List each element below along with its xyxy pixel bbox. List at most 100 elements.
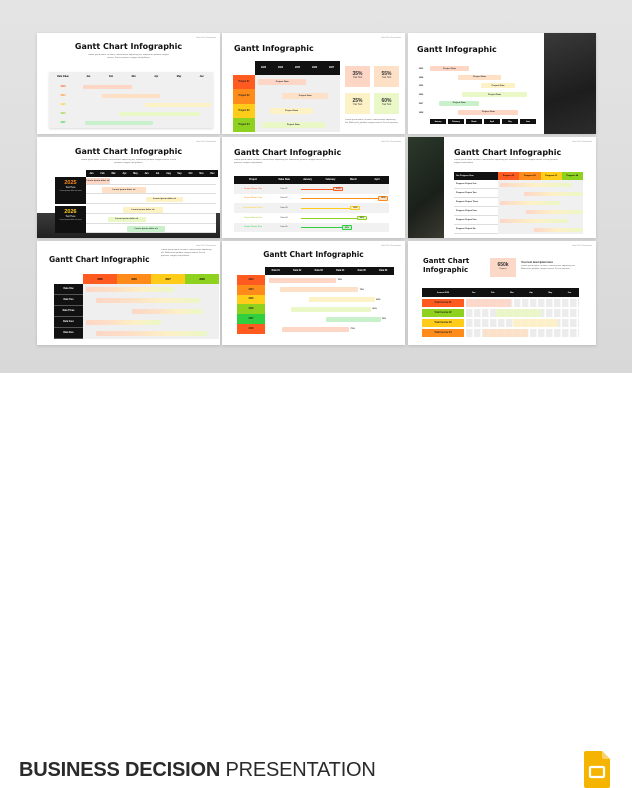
stat-card: 25% Your Text [345, 93, 370, 114]
row-label: Project 02 [233, 89, 255, 104]
gantt-track: Project Data [255, 121, 340, 128]
table-header: Jan Feb Mar Apr May Jun Jul Aug Sep Oct Nov Dec [86, 170, 218, 177]
percent-label: 70% [381, 318, 386, 321]
gantt-bar [131, 309, 204, 314]
column-header: Mar [131, 75, 136, 78]
column-header: Feb [490, 291, 495, 294]
progress-track: 30% [301, 223, 387, 233]
row-label: 2023 [418, 68, 424, 70]
slide-header-label: Gantt Chart Presentation [381, 37, 401, 39]
google-slides-icon [584, 751, 610, 788]
percent-label: 60% [376, 298, 381, 301]
gantt-track [83, 84, 211, 89]
slide-1[interactable]: Gantt Chart Presentation Gantt Chart Info… [37, 33, 220, 134]
row-label: 2028 [237, 324, 265, 334]
gantt-track [83, 287, 213, 292]
month-button[interactable]: February [448, 119, 464, 124]
gantt-bar [500, 182, 573, 187]
slide-title: Gantt Chart Infographic [423, 257, 470, 274]
body-text: Lorem ipsum dolor sit amet, consectetuer… [88, 54, 169, 59]
project-name: Project Name Four [243, 216, 263, 219]
year-label: 2025 [64, 180, 77, 186]
stat-label: Your Text [381, 77, 392, 79]
slide-2[interactable]: Gantt Chart Presentation Gantt Infographi… [222, 33, 405, 134]
month-button[interactable]: April [484, 119, 500, 124]
slide-title: Gantt Chart Infographic [263, 250, 364, 259]
column-header: Mar [510, 291, 514, 294]
stat-label: Projects [499, 268, 507, 270]
column-header: April [374, 179, 380, 181]
gantt-bar [86, 287, 174, 292]
row-label: Project 03 [233, 103, 255, 118]
column-header: Data 05 [357, 270, 366, 272]
row-label: 2027 [237, 314, 265, 324]
slide-title: Gantt Chart Infographic [234, 148, 342, 157]
row-label: Progress Project Two [456, 192, 477, 194]
percent-label: 60% [372, 308, 377, 311]
month-button[interactable]: June [520, 119, 536, 124]
gantt-bar [102, 93, 160, 98]
month-button[interactable]: March [466, 119, 482, 124]
slide-header-label: Gantt Chart Presentation [196, 37, 216, 39]
row-label: Data One [54, 284, 83, 295]
body-text: Lorem ipsum dolor sit amet, consectetuer… [345, 119, 399, 124]
body-text: Lorem ipsum dolor sit amet, consectetuer… [80, 159, 177, 164]
gantt-bar: Project Data [458, 109, 519, 115]
gantt-track: Project Data [255, 93, 340, 100]
slide-title: Gantt Chart Infographic [74, 147, 183, 156]
photo [544, 33, 596, 134]
gantt-bar: Project Data [458, 74, 501, 80]
percent-badge: 30% [341, 225, 352, 230]
row-label: 2024 [237, 284, 265, 295]
gantt-bar: Project Data [282, 93, 329, 100]
slide-header-label: Gantt Chart Presentation [572, 245, 592, 247]
year-header: 2025 2026 2027 2028 [83, 274, 219, 284]
percent-label: 75% [359, 288, 364, 291]
slide-7[interactable]: Gantt Chart Presentation Gantt Chart Info… [37, 241, 220, 345]
slide-5[interactable]: Gantt Chart Presentation Gantt Chart Info… [222, 137, 405, 238]
value-data: Data 03 [280, 206, 288, 209]
slide-header-label: Gantt Chart Presentation [381, 141, 401, 143]
table-row: Progress Project Six [454, 225, 583, 234]
gantt-track [83, 309, 213, 314]
month-button[interactable]: January [430, 119, 446, 124]
gantt-bar: Project Data [261, 121, 325, 128]
gantt-track: Project Data [255, 79, 340, 85]
column-header: Apr [122, 172, 127, 175]
stat-card: 55% Your Text [374, 66, 399, 87]
column-header: Feb [100, 172, 105, 175]
gantt-bar [119, 111, 201, 116]
slide-9[interactable]: Gantt Chart Presentation Gantt Chart Info… [408, 241, 596, 345]
group-label: Text Here [65, 216, 76, 218]
slide-8[interactable]: Gantt Chart Presentation Gantt Chart Info… [222, 241, 405, 345]
column-header: Data 06 [379, 270, 388, 272]
gantt-track [498, 180, 583, 189]
gantt-bar [525, 209, 583, 214]
corner-label: Date Value [57, 75, 69, 78]
row-label: 2026 [418, 94, 424, 97]
month-button[interactable]: May [502, 119, 518, 124]
gantt-track: Lorem ipsum dolor sit [86, 196, 216, 204]
table-header: Data 01 Data 02 Data 03 Data 04 Data 05 Data … [265, 267, 394, 275]
slide-4[interactable]: Gantt Chart Presentation Gantt Chart Info… [37, 137, 220, 238]
footer: BUSINESS DECISION PRESENTATION [0, 373, 632, 788]
slide-6[interactable]: Gantt Chart Presentation Gantt Chart Info… [408, 137, 596, 238]
progress-line [301, 227, 342, 228]
column-header: Data 04 [336, 270, 345, 272]
column-header: January [303, 179, 312, 181]
table-row: Progress Project Five [454, 216, 583, 225]
gantt-track: 75% [265, 287, 375, 293]
column-header: 2026 [311, 67, 318, 69]
gantt-panel: Project Data Project Data Project Data Proj… [255, 75, 340, 132]
gantt-panel [83, 284, 219, 339]
gantt-track: Project Data [430, 100, 536, 106]
row-label: Progress Project Six [456, 228, 476, 230]
row-label: Project 01 [233, 75, 255, 90]
column-header: Progress 01 [498, 172, 520, 180]
gantt-track: 60% [265, 297, 380, 303]
photo [408, 137, 444, 238]
corner-label: Income 2030 [436, 291, 449, 294]
project-name: Project Name Two [244, 197, 262, 200]
stat-value: 35% [352, 71, 363, 77]
